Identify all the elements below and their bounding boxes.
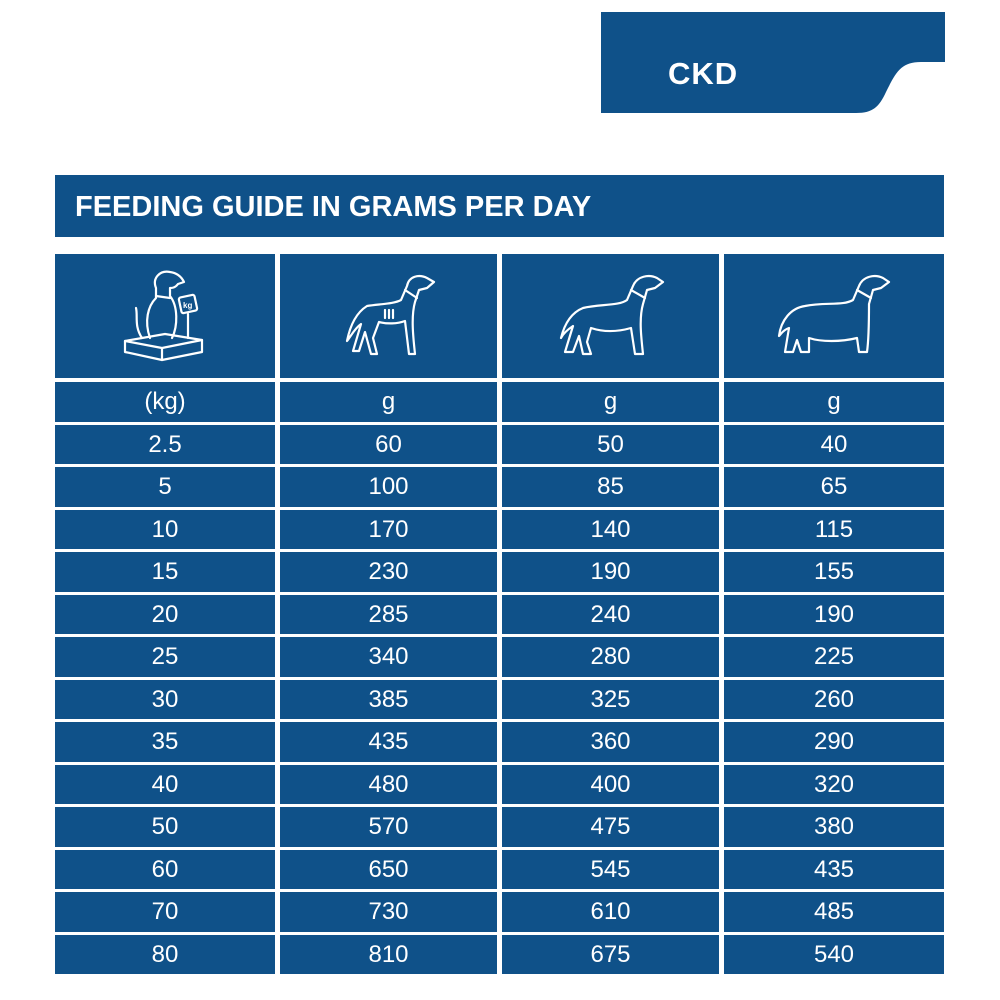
table-row: 10 170 140 115 — [55, 509, 944, 549]
grams-cell: 290 — [724, 722, 944, 762]
units-row: (kg) g g g — [55, 382, 944, 422]
weight-cell: 70 — [55, 892, 275, 932]
grams-cell: 570 — [280, 807, 497, 847]
overweight-dog-icon — [777, 275, 891, 354]
tab-label: CKD — [668, 56, 739, 91]
page-title: FEEDING GUIDE IN GRAMS PER DAY — [75, 191, 592, 223]
grams-cell: 540 — [724, 934, 944, 974]
grams-cell: 475 — [502, 807, 719, 847]
weight-cell: 25 — [55, 637, 275, 677]
tab-shape — [601, 12, 945, 113]
grams-cell: 60 — [280, 424, 497, 464]
grams-cell: 115 — [724, 509, 944, 549]
grams-cell: 385 — [280, 679, 497, 719]
unit-cell: g — [280, 382, 497, 422]
svg-text:kg: kg — [183, 301, 192, 310]
grams-cell: 485 — [724, 892, 944, 932]
grams-cell: 140 — [502, 509, 719, 549]
ckd-tab: CKD — [601, 12, 945, 113]
weight-cell: 20 — [55, 594, 275, 634]
table-body: 2.5 60 50 40 5 100 85 65 10 170 140 115 15 230 190 155 2… — [55, 424, 944, 974]
weight-cell: 2.5 — [55, 424, 275, 464]
grams-cell: 480 — [280, 764, 497, 804]
grams-cell: 65 — [724, 467, 944, 507]
unit-cell: g — [724, 382, 944, 422]
header-cell-overweight-dog — [724, 254, 944, 378]
title-bar: FEEDING GUIDE IN GRAMS PER DAY — [55, 175, 944, 237]
weight-cell: 40 — [55, 764, 275, 804]
grams-cell: 225 — [724, 637, 944, 677]
feeding-table: kg (kg) g g g 2.5 60 50 40 5 100 85 65 10 — [55, 254, 944, 977]
grams-cell: 325 — [502, 679, 719, 719]
table-row: 25 340 280 225 — [55, 637, 944, 677]
weight-cell: 10 — [55, 509, 275, 549]
grams-cell: 435 — [724, 849, 944, 889]
grams-cell: 400 — [502, 764, 719, 804]
weight-cell: 60 — [55, 849, 275, 889]
table-row: 15 230 190 155 — [55, 552, 944, 592]
weight-cell: 80 — [55, 934, 275, 974]
grams-cell: 50 — [502, 424, 719, 464]
normal-dog-icon — [559, 275, 664, 356]
header-cell-weight: kg — [55, 254, 275, 378]
grams-cell: 230 — [280, 552, 497, 592]
grams-cell: 340 — [280, 637, 497, 677]
grams-cell: 85 — [502, 467, 719, 507]
unit-cell: g — [502, 382, 719, 422]
grams-cell: 240 — [502, 594, 719, 634]
weight-cell: 30 — [55, 679, 275, 719]
grams-cell: 675 — [502, 934, 719, 974]
table-row: 2.5 60 50 40 — [55, 424, 944, 464]
grams-cell: 730 — [280, 892, 497, 932]
grams-cell: 260 — [724, 679, 944, 719]
thin-dog-icon — [345, 275, 435, 356]
icon-header-row: kg — [55, 254, 944, 378]
grams-cell: 545 — [502, 849, 719, 889]
weight-cell: 5 — [55, 467, 275, 507]
grams-cell: 40 — [724, 424, 944, 464]
dog-on-scale-icon: kg — [123, 270, 204, 362]
grams-cell: 285 — [280, 594, 497, 634]
table-row: 50 570 475 380 — [55, 807, 944, 847]
unit-cell: (kg) — [55, 382, 275, 422]
grams-cell: 610 — [502, 892, 719, 932]
table-row: 70 730 610 485 — [55, 892, 944, 932]
grams-cell: 190 — [502, 552, 719, 592]
grams-cell: 810 — [280, 934, 497, 974]
grams-cell: 155 — [724, 552, 944, 592]
grams-cell: 190 — [724, 594, 944, 634]
table-row: 60 650 545 435 — [55, 849, 944, 889]
table-row: 35 435 360 290 — [55, 722, 944, 762]
grams-cell: 650 — [280, 849, 497, 889]
grams-cell: 435 — [280, 722, 497, 762]
grams-cell: 280 — [502, 637, 719, 677]
header-cell-thin-dog — [280, 254, 497, 378]
grams-cell: 380 — [724, 807, 944, 847]
table-row: 30 385 325 260 — [55, 679, 944, 719]
table-row: 40 480 400 320 — [55, 764, 944, 804]
grams-cell: 170 — [280, 509, 497, 549]
grams-cell: 100 — [280, 467, 497, 507]
table-row: 80 810 675 540 — [55, 934, 944, 974]
table-row: 20 285 240 190 — [55, 594, 944, 634]
grams-cell: 360 — [502, 722, 719, 762]
header-cell-normal-dog — [502, 254, 719, 378]
weight-cell: 35 — [55, 722, 275, 762]
table-row: 5 100 85 65 — [55, 467, 944, 507]
grams-cell: 320 — [724, 764, 944, 804]
weight-cell: 15 — [55, 552, 275, 592]
weight-cell: 50 — [55, 807, 275, 847]
